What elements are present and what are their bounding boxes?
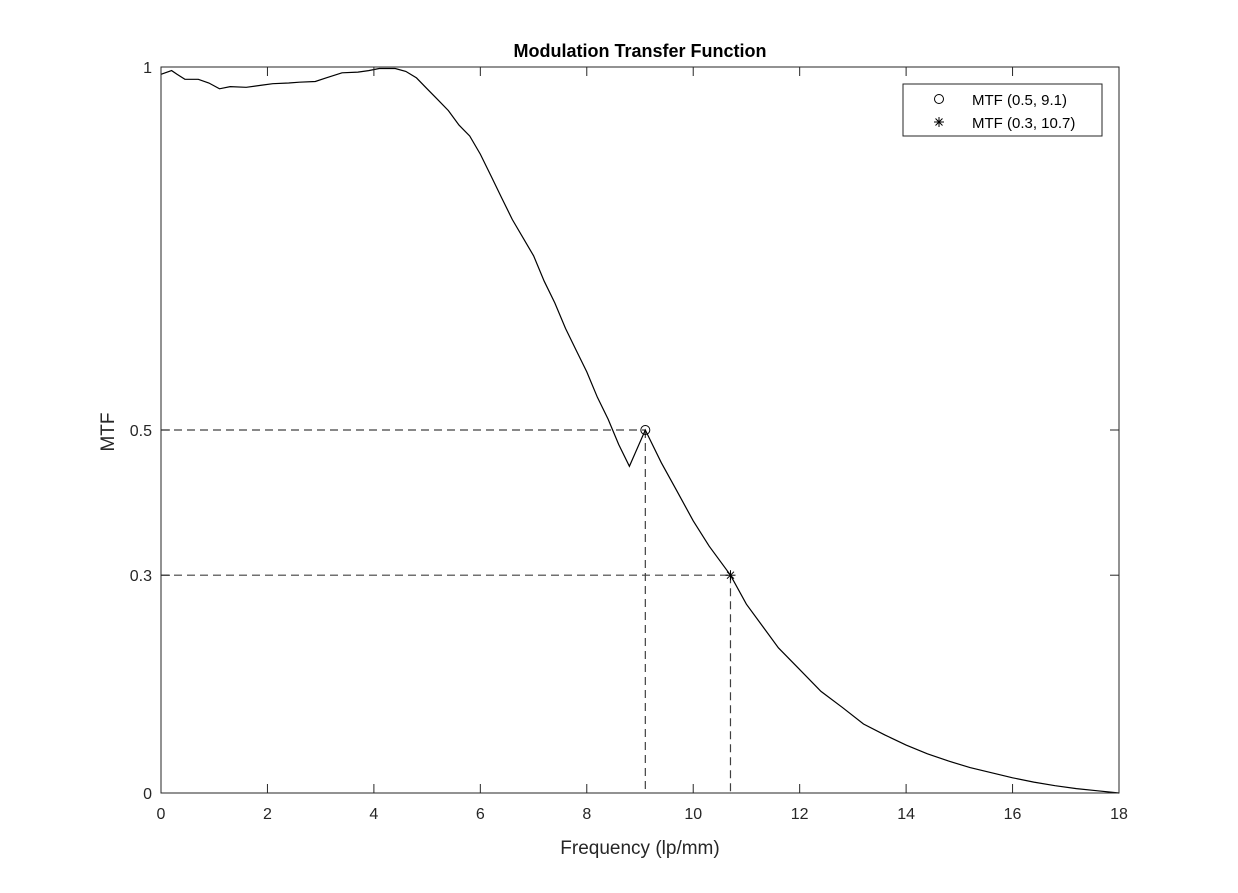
marker-group xyxy=(640,425,736,581)
chart-title: Modulation Transfer Function xyxy=(514,41,767,61)
y-tick-label: 1 xyxy=(143,60,152,77)
x-tick-label: 4 xyxy=(369,806,378,823)
y-tick-label: 0.3 xyxy=(130,568,152,585)
x-tick-label: 10 xyxy=(684,806,702,823)
x-tick-label: 0 xyxy=(157,806,166,823)
mtf-curve-line xyxy=(160,67,1120,794)
x-tick-label: 2 xyxy=(263,806,272,823)
marker-point-1 xyxy=(640,425,651,435)
y-tick-label: 0.5 xyxy=(130,423,152,440)
marker-point-2 xyxy=(725,570,736,581)
x-tick-label: 16 xyxy=(1004,806,1022,823)
legend-entry-2: MTF (0.3, 10.7) xyxy=(972,115,1075,132)
x-tick-label: 6 xyxy=(476,806,485,823)
y-axis-ticks: 0 0.3 0.5 1 xyxy=(130,60,1119,803)
legend-circle-marker-icon xyxy=(934,94,944,104)
x-tick-label: 14 xyxy=(897,806,915,823)
legend-asterisk-marker-icon xyxy=(934,117,944,127)
legend-entry-1: MTF (0.5, 9.1) xyxy=(972,92,1067,109)
reference-lines xyxy=(161,429,732,793)
x-axis-ticks: 0 2 4 6 8 10 12 14 16 18 xyxy=(157,67,1128,823)
y-tick-label: 0 xyxy=(143,786,152,803)
x-tick-label: 18 xyxy=(1110,806,1128,823)
x-tick-label: 8 xyxy=(582,806,591,823)
x-axis-label: Frequency (lp/mm) xyxy=(560,838,719,859)
legend-box xyxy=(902,83,1103,137)
y-axis-label: MTF xyxy=(98,412,119,451)
x-tick-label: 12 xyxy=(791,806,809,823)
legend: MTF (0.5, 9.1) MTF (0.3, 10.7) xyxy=(902,83,1103,137)
